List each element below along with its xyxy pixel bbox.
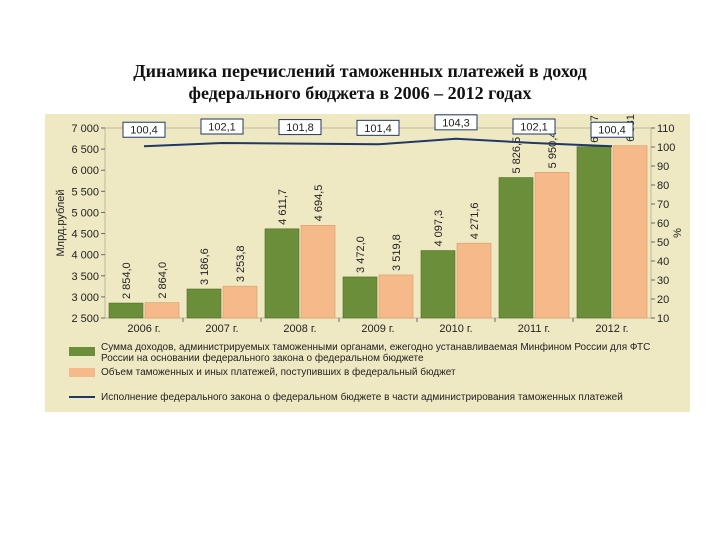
legend-swatch-orange xyxy=(69,368,95,377)
line-label-box xyxy=(278,119,322,136)
bar-green xyxy=(342,276,378,319)
bar-label-green: 3 186,6 xyxy=(199,248,211,285)
y-tick-label: 4 500 xyxy=(71,229,99,241)
bar-orange xyxy=(222,285,258,319)
bar-label-orange: 4 694,5 xyxy=(313,185,325,222)
bar-label-orange: 5 950,4 xyxy=(547,132,559,169)
y-tick-label: 5 500 xyxy=(71,186,99,198)
y2-tick-label: 80 xyxy=(657,180,669,192)
y2-tick-label: 10 xyxy=(657,313,669,325)
bar-green xyxy=(576,146,612,319)
legend-label-orange: Объем таможенных и иных платежей, поступ… xyxy=(101,367,456,378)
bar-orange xyxy=(534,172,570,319)
y-tick-label: 2 500 xyxy=(71,313,99,325)
line-point-label: 101,8 xyxy=(286,122,314,134)
bar-label-green: 4 097,3 xyxy=(433,210,445,247)
bar-label-orange: 2 864,0 xyxy=(157,262,169,299)
bar-label-green: 4 611,7 xyxy=(277,189,289,225)
bar-orange xyxy=(300,225,336,319)
x-tick-label: 2012 г. xyxy=(595,323,628,335)
y-tick-label: 3 000 xyxy=(71,292,99,304)
bar-label-orange: 3 253,8 xyxy=(235,245,247,282)
bar-label-orange: 3 519,8 xyxy=(391,234,403,271)
bar-orange xyxy=(378,274,414,319)
line-label-box xyxy=(200,118,244,135)
y2-tick-label: 70 xyxy=(657,199,669,211)
y2-tick-label: 100 xyxy=(657,142,675,154)
line-point-label: 100,4 xyxy=(598,125,626,137)
x-tick-label: 2011 г. xyxy=(518,323,550,335)
y2-axis-label: % xyxy=(672,228,684,238)
bar-green xyxy=(264,228,300,319)
y2-tick-label: 20 xyxy=(657,294,669,306)
y-tick-label: 4 000 xyxy=(71,250,99,262)
bar-label-orange: 4 271,6 xyxy=(469,202,481,239)
bar-green xyxy=(186,288,222,319)
line-label-box xyxy=(356,119,400,136)
y2-tick-label: 110 xyxy=(657,123,675,135)
line-point-label: 102,1 xyxy=(208,122,236,134)
legend-label-green: Сумма доходов, администрируемых таможенн… xyxy=(101,342,651,364)
line-point-label: 104,3 xyxy=(442,117,470,129)
x-tick-label: 2008 г. xyxy=(283,323,316,335)
bar-label-green: 2 854,0 xyxy=(121,262,133,299)
bar-green xyxy=(420,250,456,319)
line-point-label: 102,1 xyxy=(520,122,548,134)
line-label-box xyxy=(590,121,634,138)
bar-orange xyxy=(456,242,492,319)
line-series-percent xyxy=(143,137,613,148)
y-tick-label: 7 000 xyxy=(71,123,99,135)
line-point-label: 100,4 xyxy=(130,125,158,137)
y2-tick-label: 40 xyxy=(657,256,669,268)
chart-title-line1: Динамика перечислений таможенных платеже… xyxy=(133,61,587,81)
x-tick-label: 2010 г. xyxy=(439,323,472,335)
chart-svg: 2 500 3 000 3 500 4 000 4 500 5 000 5 500 6 000… xyxy=(55,114,684,335)
y2-tick-label: 60 xyxy=(657,218,669,230)
bar-orange xyxy=(612,145,648,319)
bar-green xyxy=(108,302,144,319)
bar-label-green: 3 472,0 xyxy=(355,236,367,273)
legend-swatch-line xyxy=(69,396,95,398)
y2-tick-label: 50 xyxy=(657,237,669,249)
y2-tick-label: 30 xyxy=(657,275,669,287)
y-tick-label: 5 000 xyxy=(71,207,99,219)
y-tick-label: 6 000 xyxy=(71,165,99,177)
chart-panel: 2 500 3 000 3 500 4 000 4 500 5 000 5 500 6 000… xyxy=(45,114,690,412)
y-tick-label: 6 500 xyxy=(71,144,99,156)
line-label-box xyxy=(512,118,556,135)
y2-tick-label: 90 xyxy=(657,161,669,173)
bar-label-green: 5 826,5 xyxy=(511,137,523,174)
line-label-box xyxy=(122,121,166,138)
legend-label-line: Исполнение федерального закона о федерал… xyxy=(101,392,623,403)
x-tick-label: 2009 г. xyxy=(361,323,394,335)
line-label-box xyxy=(434,114,478,131)
bar-green xyxy=(498,177,534,319)
line-point-label: 101,4 xyxy=(364,123,392,135)
y-axis-label: Млрд.рублей xyxy=(55,189,67,256)
y-tick-label: 3 500 xyxy=(71,271,99,283)
x-tick-label: 2007 г. xyxy=(205,323,238,335)
bar-orange xyxy=(144,302,180,319)
legend-swatch-green xyxy=(69,347,95,356)
chart-title-line2: федерального бюджета в 2006 – 2012 годах xyxy=(188,83,532,103)
x-tick-label: 2006 г. xyxy=(127,323,160,335)
